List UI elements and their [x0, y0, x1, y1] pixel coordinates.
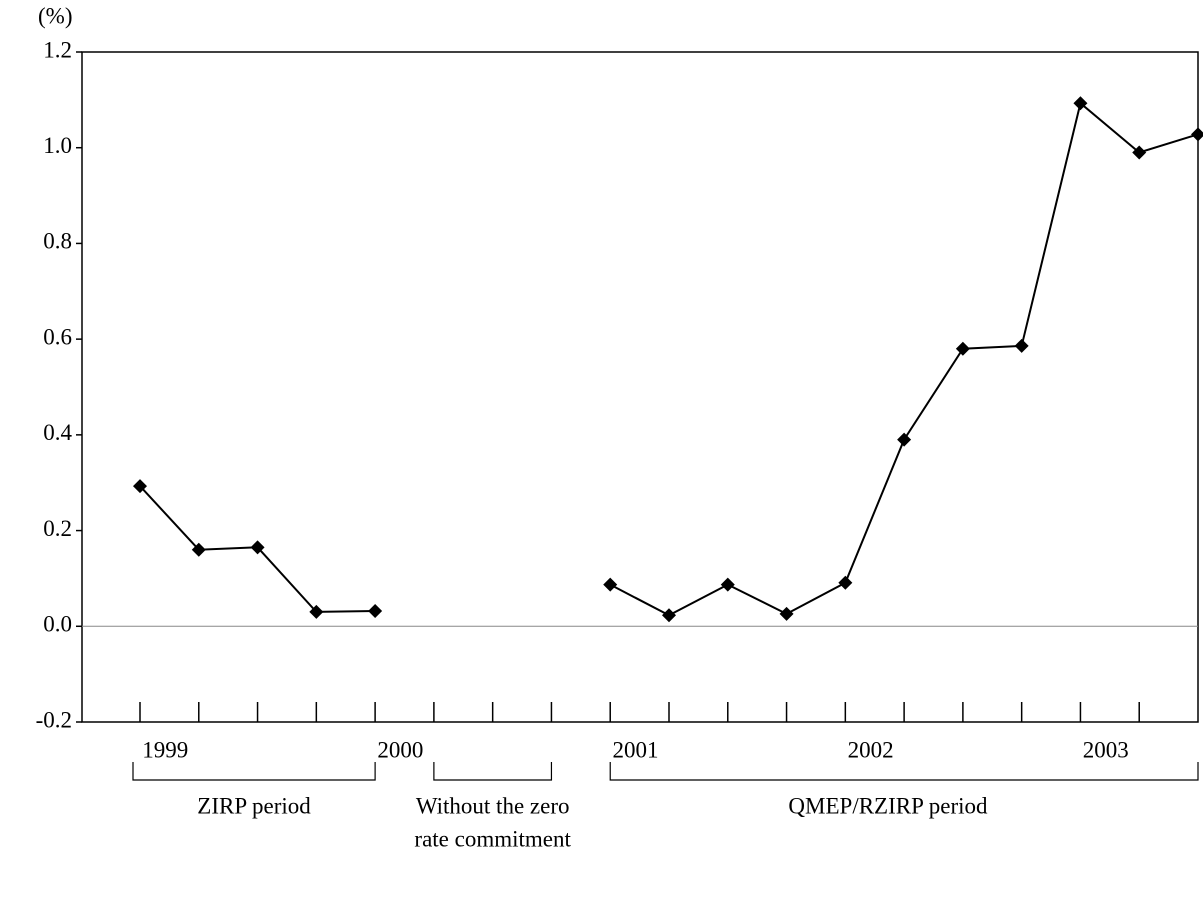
period-label: QMEP/RZIRP period: [788, 793, 988, 818]
data-point: [133, 479, 147, 494]
data-point: [662, 608, 676, 623]
series-line: [609, 101, 1199, 617]
data-point: [1073, 96, 1088, 111]
data-point: [838, 575, 853, 590]
x-tick-label: 2000: [377, 737, 423, 762]
data-point: [1132, 145, 1147, 160]
y-tick-label: 1.2: [43, 37, 72, 62]
data-point: [250, 540, 265, 555]
data-point: [368, 603, 383, 618]
y-tick-label: 0.6: [43, 324, 72, 349]
period-label: rate commitment: [414, 826, 571, 851]
data-point: [779, 606, 794, 621]
data-point: [1014, 338, 1029, 353]
y-tick-label: 0.4: [43, 420, 72, 445]
data-point: [897, 432, 912, 447]
data-point: [955, 341, 970, 356]
period-bracket: [132, 762, 376, 781]
period-bracket: [609, 762, 1199, 781]
data-point: [191, 542, 206, 557]
plot-frame: [81, 51, 1199, 723]
data-point: [309, 604, 324, 619]
x-tick-label: 2003: [1083, 737, 1129, 762]
data-point: [603, 577, 618, 592]
y-tick-label: 1.0: [43, 133, 72, 158]
y-unit-label: (%): [38, 3, 72, 28]
x-tick-label: 1999: [142, 737, 188, 762]
x-tick-label: 2002: [848, 737, 894, 762]
period-label: ZIRP period: [197, 793, 311, 818]
period-bracket: [433, 762, 553, 781]
y-tick-label: 0.2: [43, 516, 72, 541]
data-point: [720, 577, 735, 592]
data-point: [1191, 127, 1203, 142]
x-tick-label: 2001: [612, 737, 658, 762]
y-tick-label: 0.0: [43, 612, 72, 637]
period-label: Without the zero: [416, 793, 570, 818]
y-tick-label: -0.2: [36, 707, 72, 732]
y-tick-label: 0.8: [43, 229, 72, 254]
